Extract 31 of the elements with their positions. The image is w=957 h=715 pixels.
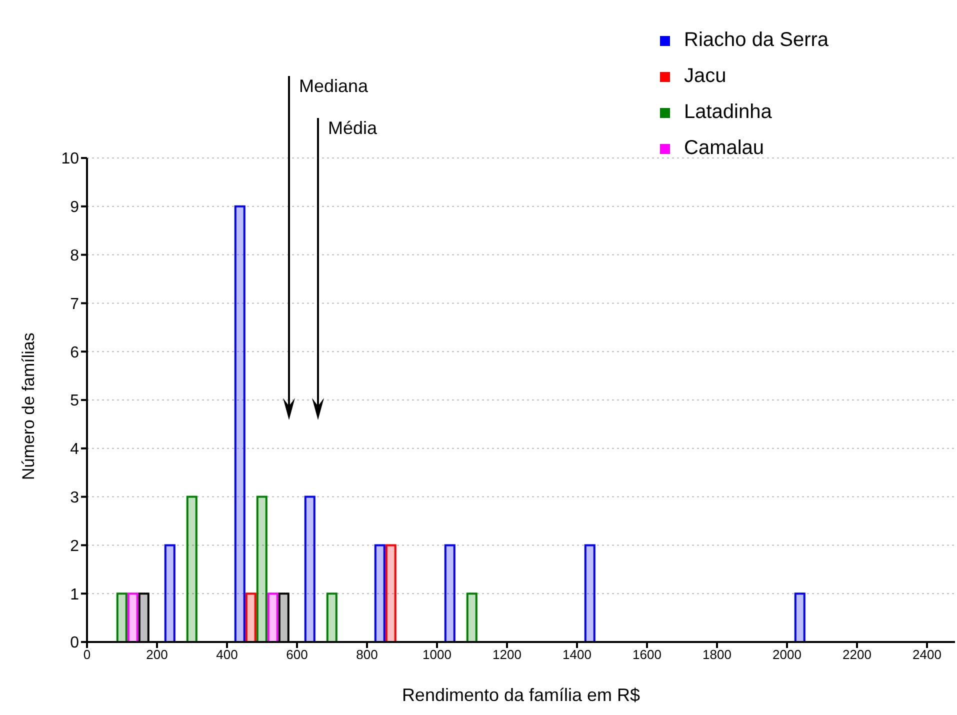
legend-label: Latadinha (684, 101, 772, 123)
x-tick-label: 1600 (632, 647, 662, 662)
x-tick-label: 0 (83, 647, 91, 662)
x-tick-label: 1200 (492, 647, 522, 662)
x-tick-label: 1400 (562, 647, 592, 662)
y-tick-label: 9 (70, 199, 80, 216)
legend-label: Camalau (684, 137, 764, 159)
text: Mediana (299, 76, 370, 96)
y-tick-label: 1 (70, 586, 80, 604)
legend-label: Riacho da Serra (684, 29, 829, 51)
y-tick-label: 2 (70, 538, 80, 555)
x-tick-label: 2400 (912, 647, 942, 662)
x-tick-label: 2000 (772, 647, 802, 662)
y-tick-label: 10 (61, 150, 80, 168)
y-tick-label: 3 (70, 489, 80, 506)
x-axis-title: Rendimento da família em R$ (402, 685, 640, 705)
y-tick-label: 7 (70, 296, 80, 313)
x-tick-label: 1800 (702, 647, 732, 662)
x-tick-label: 2200 (842, 647, 872, 662)
text: Média (328, 118, 378, 138)
x-tick-label: 200 (146, 647, 168, 662)
x-tick-label: 800 (356, 647, 378, 662)
y-axis-title: Número de famílias (19, 332, 38, 480)
y-tick-label: 6 (70, 344, 80, 362)
y-tick-label: 4 (70, 441, 80, 458)
x-tick-label: 1000 (422, 647, 452, 662)
y-tick-label: 8 (70, 247, 80, 264)
y-tick-label: 5 (70, 392, 80, 410)
legend-label: Jacu (684, 65, 726, 87)
x-tick-label: 400 (216, 647, 238, 662)
x-tick-label: 600 (286, 647, 308, 662)
